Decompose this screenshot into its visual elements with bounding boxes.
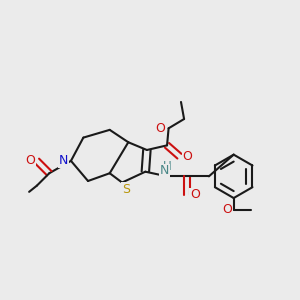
Text: O: O — [190, 188, 200, 201]
Text: O: O — [25, 154, 35, 167]
Text: N: N — [160, 164, 169, 177]
Text: H: H — [163, 160, 171, 173]
Text: O: O — [182, 150, 192, 163]
Text: O: O — [222, 203, 232, 216]
Text: S: S — [122, 183, 130, 196]
Text: O: O — [155, 122, 165, 135]
Text: N: N — [58, 154, 68, 167]
